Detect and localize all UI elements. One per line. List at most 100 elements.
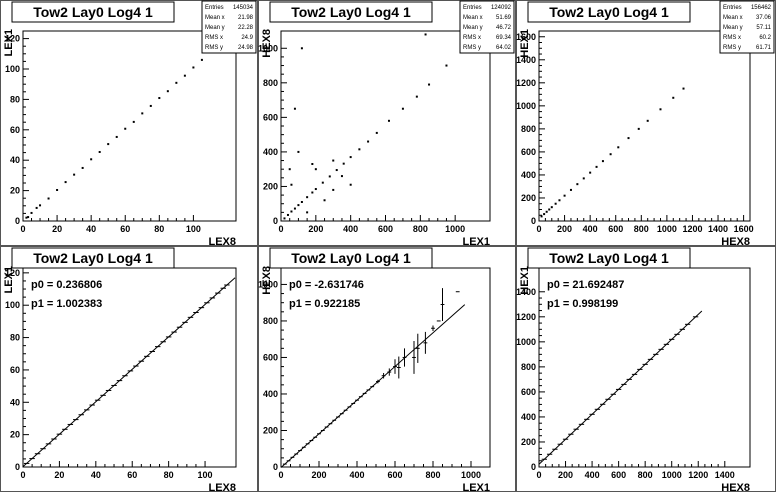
x-tick-label: 600 bbox=[387, 470, 402, 480]
data-point bbox=[311, 191, 314, 194]
x-tick-label: 800 bbox=[634, 224, 649, 234]
data-point bbox=[39, 204, 42, 207]
x-axis-label: LEX8 bbox=[208, 236, 236, 248]
y-tick-label: 20 bbox=[10, 430, 20, 440]
data-point bbox=[627, 137, 630, 140]
data-point bbox=[306, 196, 309, 199]
profile-points bbox=[23, 284, 230, 464]
data-point bbox=[582, 177, 585, 180]
x-tick-label: 400 bbox=[343, 224, 358, 234]
x-tick-label: 1000 bbox=[657, 224, 677, 234]
data-point bbox=[415, 95, 418, 98]
data-point bbox=[332, 159, 335, 162]
y-tick-label: 1000 bbox=[516, 337, 536, 347]
x-tick-label: 60 bbox=[120, 224, 130, 234]
data-point bbox=[158, 97, 161, 100]
stats-label: Mean y bbox=[463, 25, 483, 31]
y-tick-label: 40 bbox=[10, 155, 20, 165]
data-point bbox=[637, 127, 640, 130]
data-point bbox=[401, 107, 404, 110]
data-point bbox=[107, 143, 110, 146]
data-point bbox=[601, 160, 604, 163]
y-tick-label: 1200 bbox=[516, 312, 536, 322]
y-tick-label: 60 bbox=[10, 365, 20, 375]
stats-label: RMS x bbox=[205, 35, 223, 41]
stats-value: 24.9 bbox=[241, 35, 253, 41]
y-tick-label: 100 bbox=[5, 300, 20, 310]
data-point bbox=[569, 188, 572, 191]
data-point bbox=[558, 199, 561, 202]
data-point bbox=[328, 175, 331, 178]
y-tick-label: 0 bbox=[273, 216, 278, 226]
y-tick-label: 400 bbox=[263, 147, 278, 157]
stats-value: 156462 bbox=[751, 5, 772, 11]
stats-value: 37.06 bbox=[756, 15, 772, 21]
y-tick-label: 80 bbox=[10, 333, 20, 343]
chart-title: Tow2 Lay0 Log4 1 bbox=[291, 250, 411, 266]
x-axis-label: LEX1 bbox=[462, 236, 490, 248]
y-tick-label: 40 bbox=[10, 397, 20, 407]
data-point bbox=[293, 107, 296, 110]
fit-param-p1: p1 = 0.998199 bbox=[547, 298, 618, 310]
x-tick-label: 0 bbox=[20, 224, 25, 234]
x-tick-label: 600 bbox=[608, 224, 623, 234]
fit-param-p0: p0 = 0.236806 bbox=[31, 279, 102, 291]
y-tick-label: 200 bbox=[263, 181, 278, 191]
stats-label: RMS y bbox=[205, 45, 223, 51]
x-tick-label: 1000 bbox=[461, 470, 481, 480]
x-tick-label: 400 bbox=[585, 470, 600, 480]
data-point bbox=[293, 207, 296, 210]
data-point bbox=[659, 108, 662, 111]
x-axis-label: LEX1 bbox=[462, 482, 490, 492]
x-tick-label: 0 bbox=[536, 470, 541, 480]
fit-line bbox=[22, 277, 236, 467]
y-tick-label: 0 bbox=[531, 462, 536, 472]
data-point bbox=[297, 150, 300, 153]
y-tick-label: 120 bbox=[5, 268, 20, 278]
x-tick-label: 200 bbox=[308, 224, 323, 234]
data-point bbox=[424, 33, 427, 36]
y-tick-label: 100 bbox=[5, 64, 20, 74]
data-point bbox=[545, 210, 548, 213]
data-point bbox=[646, 119, 649, 122]
data-point bbox=[297, 204, 300, 207]
x-tick-label: 1200 bbox=[688, 470, 708, 480]
x-tick-label: 600 bbox=[378, 224, 393, 234]
y-tick-label: 20 bbox=[10, 186, 20, 196]
stats-value: 69.34 bbox=[496, 35, 512, 41]
data-point bbox=[300, 201, 303, 203]
data-point bbox=[47, 197, 50, 200]
y-tick-label: 400 bbox=[521, 170, 536, 180]
data-point bbox=[132, 120, 135, 123]
profile-points bbox=[282, 288, 460, 465]
data-point bbox=[332, 188, 335, 191]
stats-label: Mean x bbox=[463, 15, 483, 21]
stats-label: Entries bbox=[205, 5, 224, 11]
y-tick-label: 1000 bbox=[258, 279, 278, 289]
x-tick-label: 1000 bbox=[662, 470, 682, 480]
data-point bbox=[349, 183, 352, 186]
chart-panel-3: 0 200 400 600 800 1000 1200 1400 1600 0 200 400 600 8… bbox=[516, 0, 776, 248]
data-point bbox=[283, 217, 286, 220]
data-point bbox=[672, 96, 675, 99]
x-tick-label: 800 bbox=[638, 470, 653, 480]
x-tick-label: 40 bbox=[91, 470, 101, 480]
chart-panel-1: 0 20 40 60 80 100 0 20 40 60 80 100 120 LEX8 LEX1 Tow2 … bbox=[0, 0, 258, 248]
fit-param-p0: p0 = 21.692487 bbox=[547, 279, 624, 291]
data-point bbox=[115, 135, 118, 138]
data-point bbox=[175, 81, 178, 84]
data-point bbox=[81, 166, 84, 169]
y-axis-label: HEX1 bbox=[519, 29, 531, 58]
data-point bbox=[543, 213, 546, 216]
stats-box bbox=[719, 0, 775, 54]
x-axis-label: HEX8 bbox=[721, 236, 750, 248]
x-tick-label: 1200 bbox=[682, 224, 702, 234]
y-tick-label: 800 bbox=[521, 362, 536, 372]
x-tick-label: 800 bbox=[425, 470, 440, 480]
data-point bbox=[288, 168, 291, 171]
stats-value: 57.11 bbox=[756, 25, 771, 31]
data-point bbox=[64, 181, 67, 184]
x-tick-label: 0 bbox=[536, 224, 541, 234]
x-tick-label: 1600 bbox=[734, 224, 754, 234]
